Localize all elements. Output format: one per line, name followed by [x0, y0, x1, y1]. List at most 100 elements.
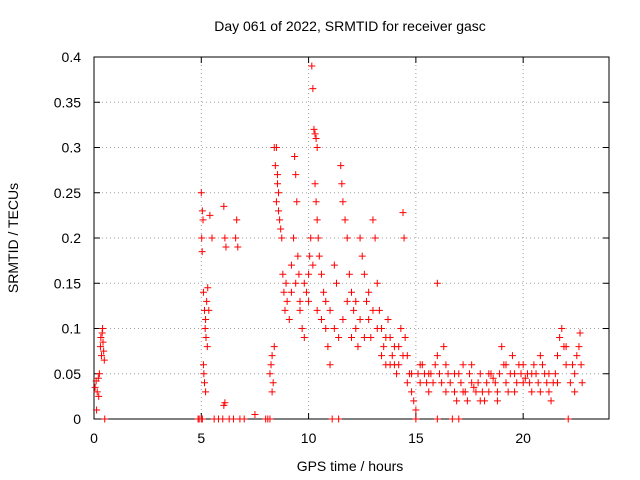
- data-point: [276, 216, 284, 224]
- data-point: [199, 361, 207, 369]
- data-point: [232, 234, 240, 242]
- data-point: [459, 361, 467, 369]
- data-point: [251, 410, 259, 418]
- data-point: [564, 415, 572, 423]
- data-point: [397, 325, 405, 332]
- data-point: [519, 361, 527, 369]
- data-point: [423, 379, 431, 387]
- data-point: [485, 370, 493, 378]
- data-point: [283, 297, 291, 305]
- data-point: [266, 415, 274, 423]
- data-points: [91, 62, 586, 423]
- data-point: [270, 343, 278, 351]
- data-point: [221, 234, 229, 242]
- data-point: [360, 334, 368, 342]
- y-axis-label: SRMTID / TECUs: [5, 183, 21, 293]
- data-point: [491, 379, 499, 387]
- data-point: [414, 370, 422, 378]
- data-point: [99, 325, 107, 332]
- y-tick-label: 0.4: [62, 49, 82, 65]
- data-point: [571, 388, 579, 396]
- data-point: [554, 379, 561, 387]
- data-point: [240, 415, 248, 423]
- data-point: [378, 352, 386, 360]
- y-tick-label: 0.05: [54, 366, 81, 382]
- x-tick-label: 0: [90, 430, 98, 446]
- data-point: [268, 352, 276, 360]
- data-point: [504, 388, 512, 396]
- data-point: [412, 415, 420, 423]
- data-point: [324, 343, 332, 351]
- data-point: [433, 415, 441, 423]
- data-point: [287, 261, 295, 269]
- data-point: [521, 374, 529, 382]
- data-point: [365, 288, 373, 296]
- data-point: [203, 343, 211, 351]
- data-point: [470, 383, 478, 391]
- data-point: [369, 306, 377, 314]
- data-point: [97, 334, 105, 342]
- data-point: [386, 361, 394, 369]
- data-point: [93, 406, 101, 414]
- data-point: [352, 325, 360, 332]
- data-point: [410, 397, 418, 405]
- y-tick-label: 0.2: [62, 230, 82, 246]
- data-point: [493, 388, 501, 396]
- data-point: [339, 315, 347, 323]
- data-point: [511, 370, 519, 378]
- data-point: [453, 397, 461, 405]
- data-point: [285, 315, 293, 323]
- data-point: [476, 397, 484, 405]
- data-point: [369, 216, 377, 224]
- data-point: [483, 379, 491, 387]
- data-point: [202, 315, 210, 323]
- data-point: [317, 270, 325, 278]
- data-point: [468, 361, 476, 369]
- data-point: [204, 284, 212, 292]
- data-point: [358, 252, 366, 260]
- data-point: [502, 379, 510, 387]
- x-axis-label: GPS time / hours: [297, 458, 404, 474]
- y-tick-label: 0.1: [62, 321, 82, 337]
- data-point: [375, 306, 383, 314]
- data-point: [234, 243, 242, 251]
- x-tick-label: 20: [515, 430, 531, 446]
- data-point: [309, 85, 317, 93]
- data-point: [517, 370, 525, 378]
- data-point: [403, 379, 411, 387]
- data-point: [326, 361, 334, 369]
- data-point: [221, 399, 229, 407]
- data-point: [526, 379, 534, 387]
- data-point: [279, 270, 287, 278]
- data-point: [551, 370, 559, 378]
- data-point: [412, 406, 420, 414]
- data-point: [502, 361, 510, 369]
- data-point: [338, 180, 346, 188]
- data-point: [416, 379, 424, 387]
- axis-ticks: 0 0.05 0.1 0.15 0.2 0.25 0.3 0.35 0.4 0 5 10 15 20: [54, 49, 609, 446]
- data-point: [578, 379, 586, 387]
- data-point: [545, 370, 553, 378]
- data-point: [472, 388, 480, 396]
- data-point: [275, 207, 283, 215]
- data-point: [511, 388, 519, 396]
- data-point: [408, 388, 416, 396]
- data-point: [468, 379, 476, 387]
- data-point: [558, 325, 566, 332]
- data-point: [99, 338, 107, 346]
- data-point: [545, 388, 553, 396]
- data-point: [489, 374, 497, 382]
- data-point: [400, 234, 408, 242]
- data-point: [198, 234, 206, 242]
- data-point: [91, 383, 99, 391]
- data-point: [290, 234, 298, 242]
- data-point: [478, 388, 486, 396]
- data-point: [330, 261, 338, 269]
- data-point: [442, 388, 450, 396]
- data-point: [94, 374, 102, 382]
- data-point: [356, 315, 364, 323]
- data-point: [382, 334, 390, 342]
- data-point: [266, 370, 274, 378]
- data-point: [198, 207, 206, 215]
- data-point: [575, 343, 583, 351]
